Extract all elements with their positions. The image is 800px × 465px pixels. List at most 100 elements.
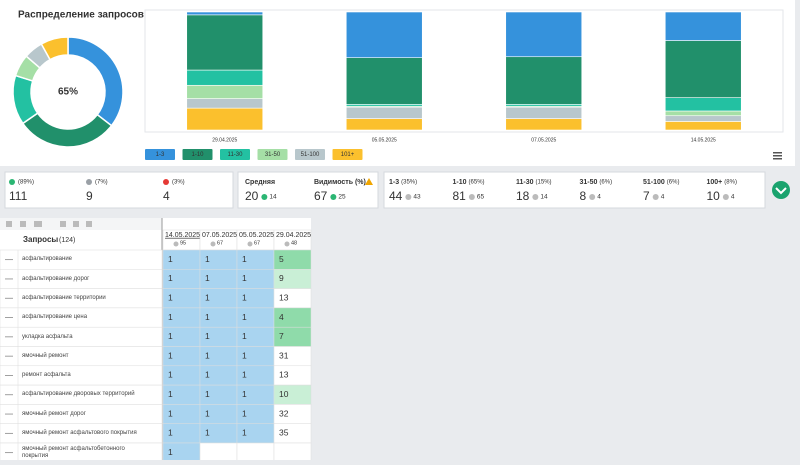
- position-value: 1: [242, 293, 247, 303]
- menu-icon[interactable]: [773, 152, 782, 160]
- donut-center-label: 65%: [58, 87, 78, 98]
- position-value: 1: [205, 350, 210, 360]
- bar-segment: [664, 115, 742, 122]
- bar-segment: [186, 107, 264, 131]
- bar-segment: [664, 40, 742, 98]
- group-label: 51-100: [643, 179, 665, 186]
- position-value: 4: [279, 312, 284, 322]
- group-label: 1-3: [389, 179, 399, 186]
- query-cell: асфальтирование цена: [22, 314, 88, 321]
- bar-segment: [505, 11, 583, 58]
- query-text: асфальтирование дорог: [22, 275, 90, 282]
- position-value: 1: [168, 312, 173, 322]
- group-share: (35%): [401, 180, 417, 186]
- column-sub: 67: [254, 240, 260, 246]
- legend-swatch[interactable]: [257, 149, 288, 160]
- position-cell: [236, 442, 275, 463]
- position-value: 32: [279, 408, 289, 418]
- position-value: 1: [242, 389, 247, 399]
- group-label: 31-50: [580, 179, 598, 186]
- column-date[interactable]: 07.05.2025: [202, 232, 237, 239]
- group-share: (6%): [599, 180, 612, 186]
- query-text: асфальтирование дворовых территорий: [22, 391, 135, 398]
- group-delta: 14: [540, 194, 548, 201]
- summary-delta: 14: [269, 194, 277, 201]
- position-value: 1: [168, 350, 173, 360]
- position-value: 1: [242, 428, 247, 438]
- query-cell: асфальтирование территории: [22, 295, 106, 301]
- legend-label: 101+: [341, 152, 355, 158]
- position-value: 1: [168, 273, 173, 283]
- position-value: 1: [242, 350, 247, 360]
- position-value: 1: [205, 389, 210, 399]
- legend-swatch[interactable]: [220, 149, 250, 160]
- groups-box: [383, 171, 766, 209]
- position-value: 1: [168, 370, 173, 380]
- bar-segment: [186, 11, 264, 16]
- stat-value: 9: [86, 189, 93, 203]
- summary-value: 67: [314, 189, 328, 203]
- query-cell: ремонт асфальта: [22, 372, 71, 378]
- query-text: асфальтирование цена: [22, 314, 88, 321]
- legend-swatch[interactable]: [145, 149, 175, 160]
- group-share: (8%): [724, 180, 737, 186]
- group-delta: 4: [661, 194, 665, 201]
- position-value: 1: [168, 293, 173, 303]
- summary-value: 20: [245, 189, 259, 203]
- column-icon: [284, 241, 290, 247]
- bar-segment: [505, 106, 583, 119]
- position-value: 1: [242, 331, 247, 341]
- position-cell: [199, 442, 238, 463]
- column-date[interactable]: 14.05.2025: [165, 232, 200, 239]
- position-value: 1: [168, 389, 173, 399]
- group-delta: 4: [597, 194, 601, 201]
- group-value: 10: [707, 189, 721, 203]
- delta-icon: [589, 194, 596, 200]
- column-icon: [210, 241, 216, 247]
- position-cell: [273, 442, 312, 463]
- query-cell: укладка асфальта: [22, 333, 73, 340]
- group-value: 81: [453, 189, 467, 203]
- stat-value: 4: [163, 189, 170, 203]
- query-text: укладка асфальта: [22, 333, 73, 340]
- column-date[interactable]: 05.05.2025: [239, 232, 274, 239]
- query-cell: ямочный ремонт: [22, 353, 69, 359]
- query-cell: ямочный ремонт асфальтового покрытия: [22, 430, 137, 437]
- bar-segment: [345, 11, 423, 58]
- query-text: ямочный ремонт асфальтового покрытия: [22, 430, 137, 437]
- stat-icon: [163, 179, 169, 185]
- position-value: 1: [168, 447, 173, 457]
- position-value: 1: [168, 254, 173, 264]
- bar-segment: [345, 118, 423, 131]
- delta-icon: [652, 194, 659, 200]
- legend-label: 1-10: [191, 152, 204, 158]
- legend-label: 31-50: [265, 152, 281, 158]
- query-cell: асфальтирование дорог: [22, 275, 90, 282]
- bar-segment: [186, 69, 264, 86]
- group-share: (6%): [667, 180, 680, 186]
- position-value: 1: [205, 312, 210, 322]
- delta-icon: [468, 194, 475, 200]
- legend-swatch[interactable]: [332, 149, 363, 160]
- position-value: 1: [205, 408, 210, 418]
- legend-swatch[interactable]: [295, 149, 325, 160]
- group-label: 11-30: [516, 179, 534, 186]
- toolbar-icons[interactable]: [6, 221, 92, 227]
- delta-icon: [330, 194, 337, 200]
- position-value: 1: [242, 254, 247, 264]
- bar-segment: [345, 106, 423, 119]
- position-value: 7: [279, 331, 284, 341]
- x-tick-label: 07.05.2025: [531, 137, 556, 143]
- bar-segment: [664, 110, 742, 117]
- x-tick-label: 14.05.2025: [691, 137, 716, 143]
- column-sub: 95: [180, 240, 186, 246]
- legend-swatch[interactable]: [182, 149, 213, 160]
- group-delta: 43: [413, 194, 421, 201]
- group-value: 7: [643, 189, 650, 203]
- position-value: 35: [279, 428, 289, 438]
- expand-button[interactable]: [772, 181, 790, 199]
- position-value: 1: [205, 428, 210, 438]
- column-date[interactable]: 29.04.2025: [276, 232, 311, 239]
- query-text: ямочный ремонт дорог: [22, 410, 86, 417]
- position-value: 13: [279, 293, 289, 303]
